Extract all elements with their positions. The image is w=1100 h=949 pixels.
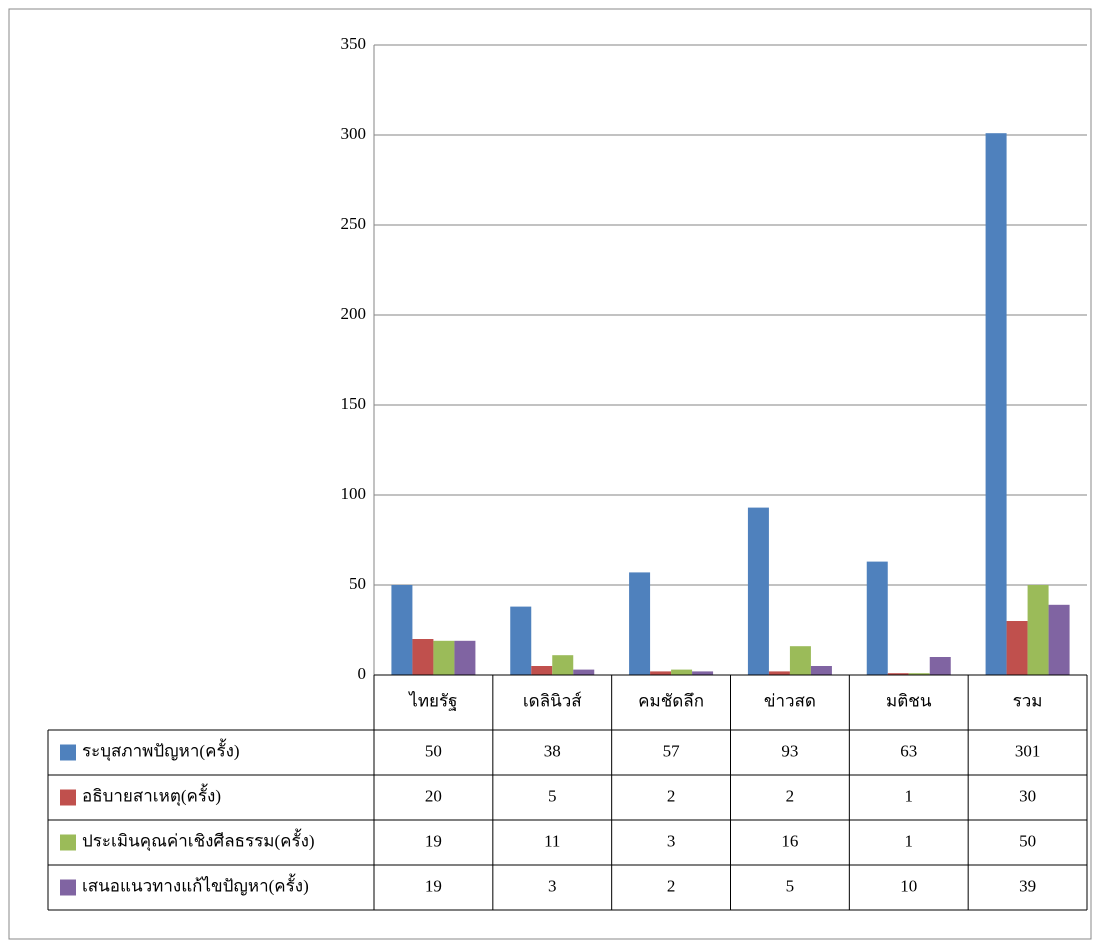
table-value: 3 [667,831,676,850]
bar [1006,621,1028,675]
table-value: 20 [425,786,442,805]
table-value: 57 [663,741,681,760]
bar [391,585,413,675]
y-tick-label: 50 [349,574,366,593]
table-value: 39 [1019,876,1036,895]
bar [510,606,532,675]
bar [650,671,672,675]
table-value: 10 [900,876,917,895]
table-value: 38 [544,741,561,760]
table-value: 19 [425,876,442,895]
table-value: 2 [667,786,676,805]
bar [433,640,455,675]
table-value: 2 [667,876,676,895]
bar [1027,585,1049,675]
bar [908,673,930,675]
bar [454,640,476,675]
legend-label: ประเมินคุณค่าเชิงศีลธรรม(ครั้ง) [82,828,315,851]
y-tick-label: 150 [341,394,367,413]
bar [573,669,595,675]
y-tick-label: 300 [341,124,367,143]
legend-swatch [60,744,76,761]
bar [531,666,553,675]
bar [768,671,790,675]
x-tick-label: เดลินิวส์ [523,691,582,710]
bar [866,561,888,675]
table-value: 93 [781,741,798,760]
table-value: 50 [425,741,442,760]
bar [789,646,811,675]
x-tick-label: รวม [1013,691,1043,710]
bar [412,639,434,675]
table-value: 301 [1015,741,1041,760]
table-value: 1 [905,831,914,850]
x-tick-label: ไทยรัฐ [407,690,457,711]
y-tick-label: 100 [341,484,367,503]
table-value: 5 [786,876,795,895]
frame [8,8,1092,940]
bar [985,133,1007,675]
x-tick-label: ข่าวสด [764,691,816,710]
legend-swatch [60,789,76,806]
legend-label: ระบุสภาพปัญหา(ครั้ง) [82,738,240,761]
table-value: 30 [1019,786,1036,805]
table-value: 2 [786,786,795,805]
bar [671,669,693,675]
bar [747,507,769,675]
x-tick-label: คมชัดลึก [638,691,704,710]
legend-label: เสนอแนวทางแก้ไขปัญหา(ครั้ง) [82,873,309,895]
bar [552,655,574,675]
legend-label: อธิบายสาเหตุ(ครั้ง) [82,783,221,806]
table-value: 63 [900,741,917,760]
table-value: 3 [548,876,557,895]
y-tick-label: 350 [341,34,367,53]
bar [1048,604,1070,675]
bar [810,666,832,675]
table-value: 50 [1019,831,1036,850]
legend-swatch [60,879,76,896]
bar [887,673,909,675]
table-value: 5 [548,786,557,805]
table-value: 19 [425,831,442,850]
table-value: 11 [544,831,560,850]
table-value: 1 [905,786,914,805]
bar [629,572,651,675]
table-value: 16 [781,831,798,850]
legend-swatch [60,834,76,851]
bar [929,657,951,675]
x-tick-label: มติชน [886,691,932,710]
y-tick-label: 250 [341,214,367,233]
y-tick-label: 200 [341,304,367,323]
y-tick-label: 0 [358,664,367,683]
bar [692,671,714,675]
